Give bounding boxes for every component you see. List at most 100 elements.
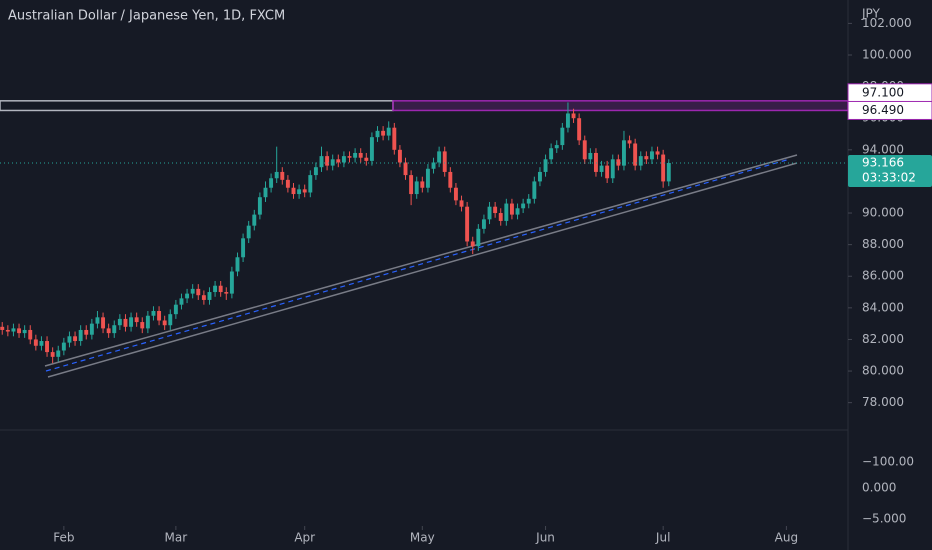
candle-body <box>341 156 346 163</box>
candle-body <box>650 151 654 160</box>
candle-body <box>336 159 341 163</box>
candle-body <box>17 328 22 334</box>
candle-body <box>33 339 38 346</box>
candle-body <box>582 140 587 160</box>
candle-body <box>297 189 302 195</box>
candle-body <box>509 203 514 215</box>
candle-body <box>409 175 414 195</box>
candle-body <box>515 208 520 215</box>
x-tick-label: Feb <box>53 531 74 545</box>
candle-body <box>571 113 576 119</box>
channel-mid <box>45 158 791 372</box>
candle-body <box>481 219 486 229</box>
candle-body <box>101 317 106 329</box>
last-price-label: 93.166 <box>862 155 904 169</box>
candle-body <box>325 156 330 166</box>
candle-body <box>168 314 173 326</box>
candle-body <box>129 317 134 327</box>
candle-body <box>616 159 621 166</box>
lower-axis-label: −100.00 <box>862 455 914 469</box>
candle-body <box>358 152 363 158</box>
candle-body <box>106 328 111 334</box>
candle-body <box>437 151 442 163</box>
candle-body <box>229 271 234 294</box>
candle-body <box>5 329 10 332</box>
candle-body <box>67 336 72 343</box>
last-price-box <box>848 154 932 187</box>
candle-body <box>252 214 257 226</box>
candle-body <box>610 159 615 179</box>
y-tick-label: 94.000 <box>862 142 904 156</box>
candle-body <box>577 118 582 141</box>
candle-body <box>543 159 548 172</box>
y-tick-label: 86.000 <box>862 269 904 283</box>
candle-body <box>431 162 436 169</box>
candle-body <box>308 175 313 193</box>
currency: JPY <box>861 7 881 21</box>
x-tick-label: Jun <box>535 531 555 545</box>
lower-axis-label: −5.000 <box>862 512 906 526</box>
candle-body <box>560 127 565 146</box>
candle-body <box>201 295 206 300</box>
candle-body <box>84 329 89 335</box>
candle-body <box>599 165 604 172</box>
candle-body <box>134 317 139 323</box>
candle-body <box>661 154 666 182</box>
candle-body <box>185 293 190 299</box>
candle-body <box>145 315 150 329</box>
candle-body <box>353 152 358 158</box>
lower-axis-label: 0.000 <box>862 481 896 495</box>
candle-body <box>414 181 419 195</box>
x-tick-label: Jul <box>655 531 670 545</box>
candle-body <box>50 352 55 357</box>
candle-body <box>347 156 352 158</box>
candle-body <box>593 152 598 172</box>
candle-body <box>151 311 156 316</box>
candle-body <box>285 179 290 188</box>
candle-body <box>504 203 509 221</box>
candle-body <box>263 187 268 198</box>
candle-body <box>537 171 542 182</box>
y-tick-label: 90.000 <box>862 206 904 220</box>
y-tick-label: 100.000 <box>862 47 912 61</box>
candle-body <box>280 171 285 180</box>
y-tick-label: 78.000 <box>862 395 904 409</box>
candle-body <box>190 288 195 294</box>
x-tick-label: Aug <box>775 531 798 545</box>
candle-body <box>627 140 632 144</box>
candle-body <box>117 318 122 326</box>
candle-body <box>61 342 66 351</box>
level-label-box <box>847 100 932 120</box>
candle-body <box>493 206 498 214</box>
x-tick-label: Mar <box>165 531 188 545</box>
x-tick-label: Apr <box>294 531 315 545</box>
candle-body <box>39 341 44 346</box>
zone-box-purple <box>392 100 849 112</box>
candle-body <box>112 325 117 334</box>
candle-body <box>498 213 503 221</box>
candle-body <box>386 127 391 136</box>
candle-body <box>605 165 610 179</box>
candle-body <box>565 113 570 128</box>
candle-body <box>532 181 537 199</box>
channel-upper <box>44 154 798 367</box>
candle-body <box>313 167 318 176</box>
candle-body <box>123 318 128 327</box>
x-tick-label: May <box>410 531 435 545</box>
candle-body <box>638 156 643 166</box>
candle-body <box>224 292 229 294</box>
candle-body <box>56 350 61 357</box>
level-label: 97.100 <box>862 85 904 99</box>
candle-body <box>375 130 380 138</box>
candle-body <box>521 203 526 209</box>
marks <box>0 100 849 364</box>
candle-body <box>157 311 162 321</box>
candle-body <box>442 151 447 172</box>
candle-body <box>453 187 458 201</box>
candle-body <box>22 329 27 334</box>
candle-body <box>28 329 33 340</box>
y-tick-label: 88.000 <box>862 237 904 251</box>
candle-body <box>397 149 402 163</box>
candle-body <box>173 304 178 315</box>
